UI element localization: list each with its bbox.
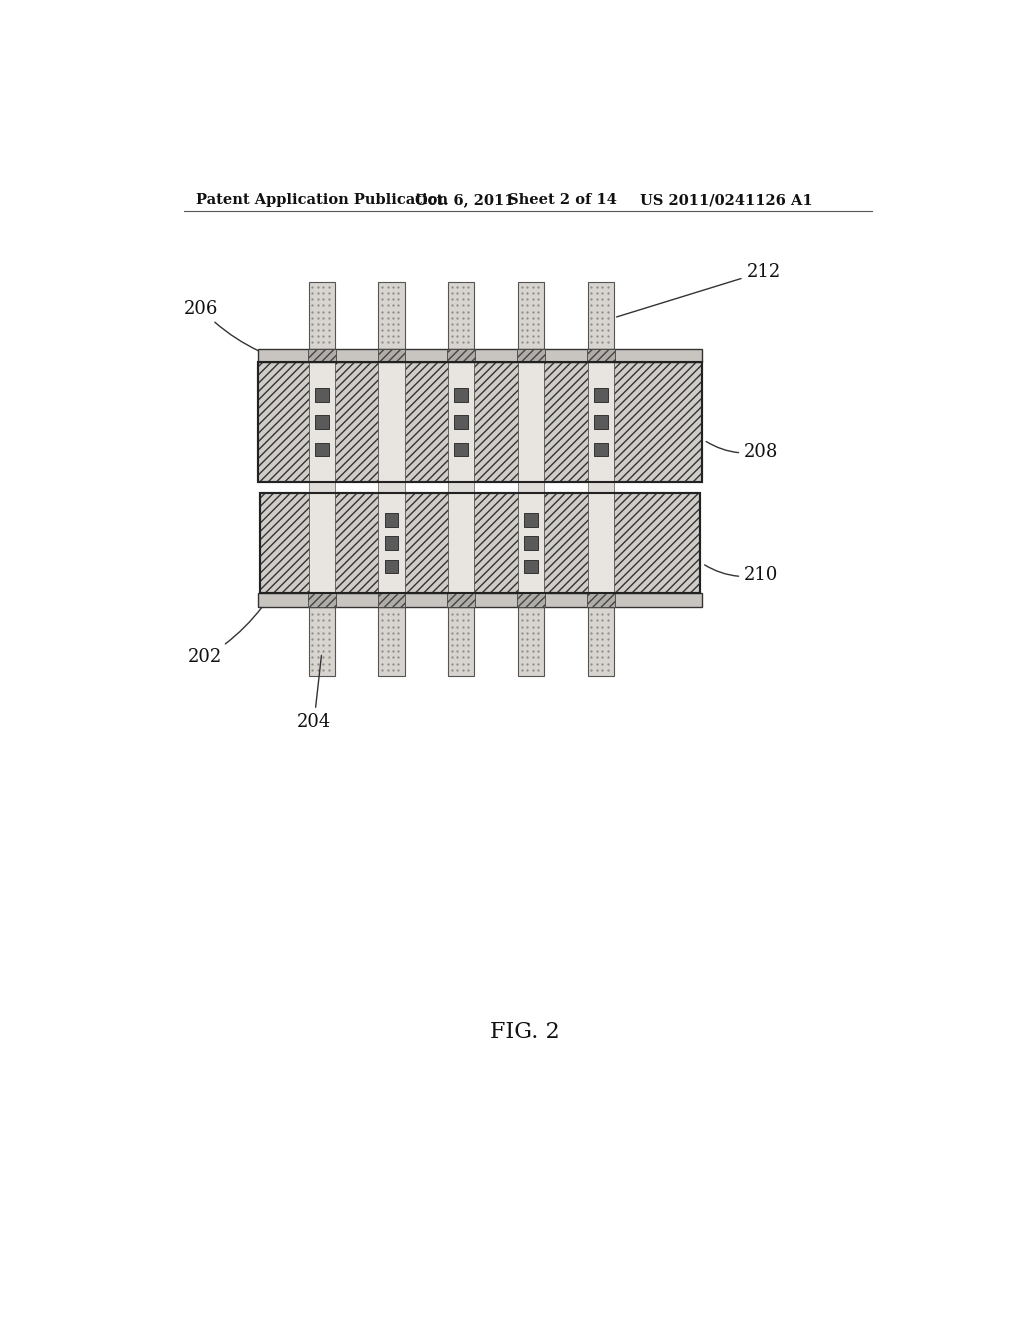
Bar <box>378 494 404 594</box>
Bar <box>518 494 544 594</box>
Bar <box>524 560 538 573</box>
Bar <box>314 416 329 429</box>
Bar <box>594 416 607 429</box>
Bar <box>378 607 404 676</box>
Bar <box>449 494 474 594</box>
Bar <box>588 281 614 348</box>
Bar <box>378 363 404 482</box>
Bar <box>385 560 398 573</box>
Bar <box>314 388 329 401</box>
Bar <box>587 594 614 607</box>
Bar <box>524 513 538 527</box>
Bar <box>258 363 701 482</box>
Bar <box>447 348 475 363</box>
Bar <box>260 494 700 594</box>
Text: Patent Application Publication: Patent Application Publication <box>197 193 449 207</box>
Bar <box>517 348 545 363</box>
Bar <box>378 281 404 348</box>
Bar <box>455 442 468 457</box>
Text: 204: 204 <box>297 656 331 731</box>
Text: US 2011/0241126 A1: US 2011/0241126 A1 <box>640 193 812 207</box>
Bar <box>449 363 474 482</box>
Bar <box>588 363 614 482</box>
Bar <box>594 442 607 457</box>
Bar <box>587 348 614 363</box>
Text: 210: 210 <box>705 565 778 583</box>
Text: 212: 212 <box>616 263 780 317</box>
Bar <box>447 594 475 607</box>
Text: Oct. 6, 2011: Oct. 6, 2011 <box>415 193 514 207</box>
Bar <box>449 607 474 676</box>
Bar <box>588 494 614 594</box>
Bar <box>308 594 336 607</box>
Bar <box>378 348 406 363</box>
Bar <box>518 363 544 482</box>
Bar <box>314 442 329 457</box>
Bar <box>308 482 335 494</box>
Bar <box>594 388 607 401</box>
Bar <box>308 607 335 676</box>
Bar <box>308 281 335 348</box>
Text: Sheet 2 of 14: Sheet 2 of 14 <box>508 193 616 207</box>
Bar <box>308 363 335 482</box>
Bar <box>308 494 335 594</box>
Text: 206: 206 <box>183 300 259 351</box>
Bar <box>455 388 468 401</box>
Text: 202: 202 <box>188 607 262 667</box>
Bar <box>517 594 545 607</box>
Bar <box>524 536 538 550</box>
Bar <box>449 281 474 348</box>
Bar <box>258 363 701 482</box>
Text: FIG. 2: FIG. 2 <box>490 1022 559 1043</box>
Bar <box>258 594 701 607</box>
Bar <box>378 594 406 607</box>
Bar <box>385 536 398 550</box>
Text: 208: 208 <box>707 441 778 461</box>
Bar <box>260 494 700 594</box>
Bar <box>385 513 398 527</box>
Bar <box>588 482 614 494</box>
Bar <box>518 281 544 348</box>
Bar <box>588 607 614 676</box>
Bar <box>378 482 404 494</box>
Bar <box>455 416 468 429</box>
Bar <box>518 607 544 676</box>
Bar <box>258 348 701 363</box>
Bar <box>518 482 544 494</box>
Bar <box>308 348 336 363</box>
Bar <box>449 482 474 494</box>
